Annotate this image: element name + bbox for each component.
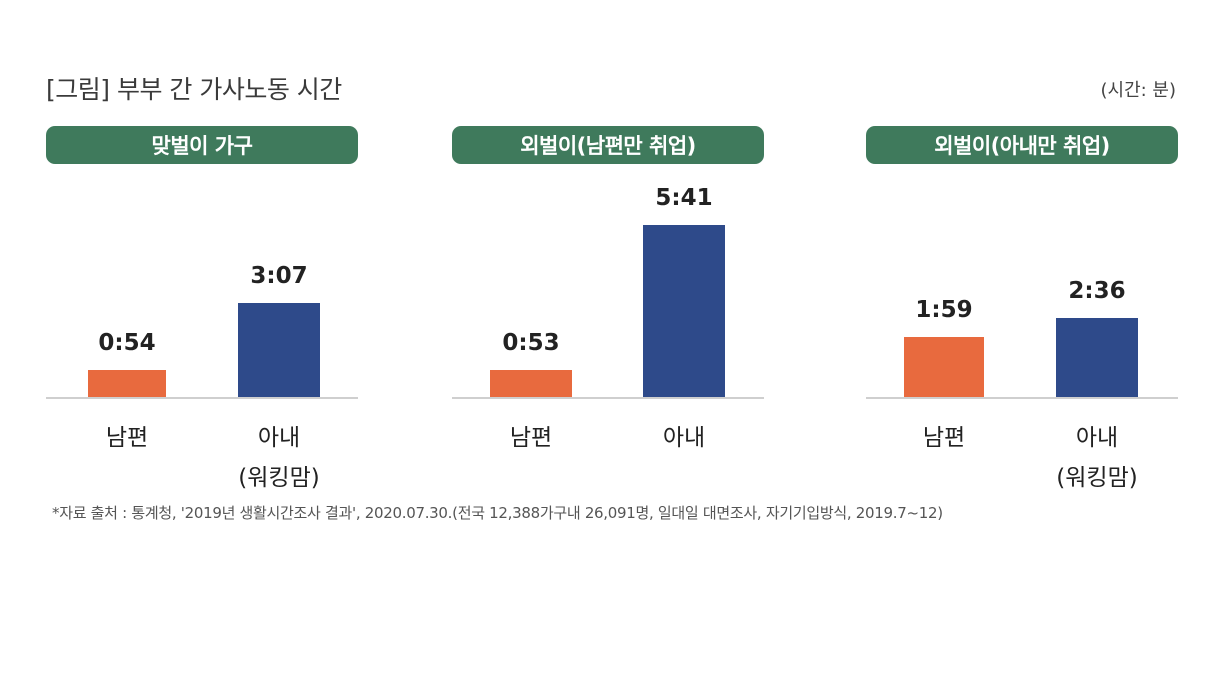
category-label: 아내 (워킹맘) xyxy=(199,418,359,498)
panel-title: 외벌이(남편만 취업) xyxy=(452,126,764,164)
data-label: 0:54 xyxy=(98,330,156,356)
bar xyxy=(904,337,984,397)
category-label-line: 아내 xyxy=(257,425,301,451)
category-label-line: 남편 xyxy=(509,425,553,451)
data-label: 0:53 xyxy=(502,330,560,356)
panel-title: 맞벌이 가구 xyxy=(46,126,358,164)
category-label: 아내 xyxy=(604,418,764,458)
bar xyxy=(643,225,725,397)
bar xyxy=(238,303,320,397)
category-label: 남편 xyxy=(47,418,207,458)
category-label: 아내 (워킹맘) xyxy=(1017,418,1177,498)
category-label-line: (워킹맘) xyxy=(1056,465,1138,491)
data-label: 1:59 xyxy=(915,297,973,323)
figure-title: [그림] 부부 간 가사노동 시간 xyxy=(46,75,342,104)
category-label-line: 아내 xyxy=(662,425,706,451)
bar xyxy=(88,370,166,397)
category-label-line: (워킹맘) xyxy=(238,465,320,491)
category-label-line: 남편 xyxy=(922,425,966,451)
x-axis-baseline xyxy=(452,397,764,399)
bar xyxy=(1056,318,1138,397)
source-footnote: *자료 출처 : 통계청, '2019년 생활시간조사 결과', 2020.07… xyxy=(52,504,943,522)
category-label: 남편 xyxy=(451,418,611,458)
category-label-line: 아내 xyxy=(1075,425,1119,451)
category-label: 남편 xyxy=(864,418,1024,458)
bar xyxy=(490,370,572,397)
data-label: 2:36 xyxy=(1068,278,1126,304)
category-label-line: 남편 xyxy=(105,425,149,451)
unit-label: (시간: 분) xyxy=(1100,80,1176,101)
x-axis-baseline xyxy=(46,397,358,399)
panel-title: 외벌이(아내만 취업) xyxy=(866,126,1178,164)
x-axis-baseline xyxy=(866,397,1178,399)
data-label: 5:41 xyxy=(655,185,713,211)
data-label: 3:07 xyxy=(250,263,308,289)
